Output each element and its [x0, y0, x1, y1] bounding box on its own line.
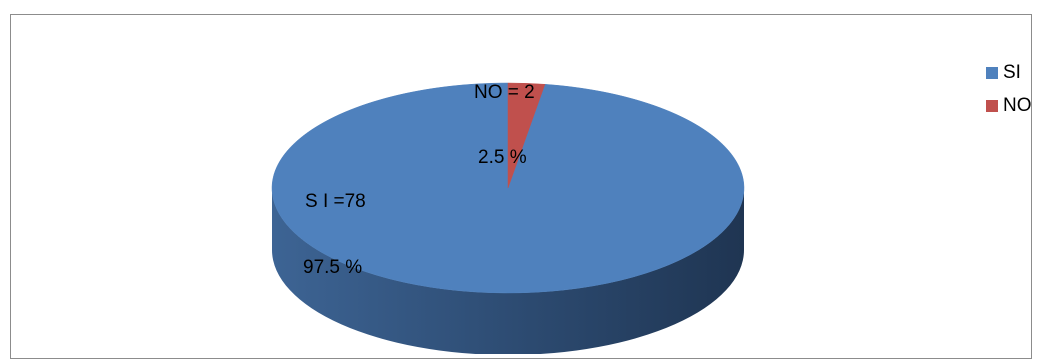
legend: SI NO [986, 60, 1032, 126]
legend-item-no: NO [986, 93, 1032, 119]
legend-item-si: SI [986, 60, 1032, 86]
no-count-label: NO = 2 [474, 82, 535, 103]
legend-label-no: NO [1003, 95, 1032, 116]
pie-slice-no [507, 82, 546, 189]
si-percent-label: 97.5 % [303, 257, 362, 278]
legend-swatch-no [986, 100, 998, 112]
pie-side-wall [272, 188, 744, 354]
no-percent-label: 2.5 % [478, 147, 527, 168]
legend-swatch-si [986, 67, 998, 79]
si-count-label: S I =78 [305, 191, 366, 212]
legend-label-si: SI [1003, 62, 1021, 83]
